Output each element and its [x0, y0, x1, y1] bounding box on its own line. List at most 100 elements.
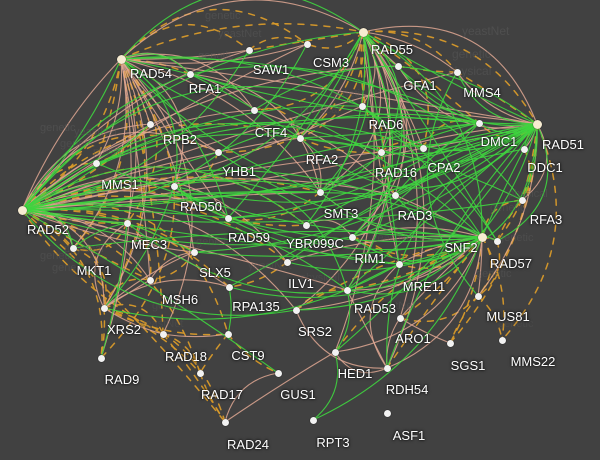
graph-node-mus81[interactable] — [474, 292, 482, 300]
graph-node-rpa135[interactable] — [225, 283, 233, 291]
graph-node-rfa3[interactable] — [518, 196, 526, 204]
edge-predicted — [306, 31, 364, 49]
edge-predicted — [103, 278, 151, 309]
graph-node-csm3[interactable] — [303, 40, 311, 48]
graph-node-rad6[interactable] — [358, 102, 366, 110]
graph-node-ddc1[interactable] — [520, 145, 528, 153]
edge-physical — [295, 123, 538, 311]
graph-node-ybr099c[interactable] — [302, 221, 310, 229]
edge-predicted — [162, 333, 201, 374]
edge-physical — [103, 185, 175, 309]
edge-genetic — [120, 58, 151, 281]
edge-physical — [21, 209, 297, 316]
edge-genetic — [21, 71, 458, 211]
graph-node-mms22[interactable] — [498, 336, 506, 344]
graph-node-rfa2[interactable] — [296, 134, 304, 142]
graph-node-cpa2[interactable] — [419, 144, 427, 152]
graph-node-ilv1[interactable] — [283, 258, 291, 266]
graph-node-rdh54[interactable] — [383, 364, 391, 372]
edge-genetic — [21, 209, 348, 291]
graph-node-saw1[interactable] — [245, 46, 253, 54]
graph-node-rpb2[interactable] — [146, 120, 154, 128]
edge-physical — [95, 116, 480, 164]
edge-physical — [299, 122, 480, 139]
edge-physical — [21, 209, 400, 265]
graph-node-rad9[interactable] — [97, 354, 105, 362]
edge-physical — [100, 222, 128, 359]
edge-genetic — [346, 289, 388, 369]
edge-physical — [193, 236, 483, 257]
graph-node-asf1[interactable] — [383, 409, 391, 417]
graph-node-mms1[interactable] — [92, 159, 100, 167]
edge-physical — [286, 236, 483, 271]
edge-genetic — [120, 0, 364, 60]
edge-physical — [21, 151, 219, 211]
graph-node-snf2[interactable] — [477, 232, 487, 242]
graph-node-msh6[interactable] — [146, 276, 154, 284]
graph-node-rad50[interactable] — [170, 182, 178, 190]
graph-node-rad51[interactable] — [532, 119, 542, 129]
edge-physical — [362, 31, 480, 124]
edge-physical — [21, 122, 382, 211]
edge-genetic — [477, 236, 483, 297]
edge-predicted — [362, 30, 538, 125]
graph-node-gus1[interactable] — [274, 369, 282, 377]
edge-genetic — [21, 209, 105, 309]
graph-node-ctf4[interactable] — [250, 106, 258, 114]
graph-node-gfa1[interactable] — [394, 62, 402, 70]
graph-node-rad57[interactable] — [493, 237, 501, 245]
edge-genetic — [21, 131, 219, 211]
edge-predicted — [120, 23, 250, 60]
edge-physical — [126, 222, 483, 294]
graph-node-rpt3[interactable] — [309, 416, 317, 424]
graph-node-xrs2[interactable] — [100, 304, 108, 312]
graph-node-rad52[interactable] — [17, 205, 27, 215]
edge-physical — [351, 123, 538, 238]
graph-node-smt3[interactable] — [316, 188, 324, 196]
graph-node-mec3[interactable] — [123, 219, 131, 227]
graph-node-dmc1[interactable] — [475, 119, 483, 127]
edge-physical — [227, 286, 232, 335]
graph-node-slx5[interactable] — [190, 248, 198, 256]
graph-node-rad54[interactable] — [116, 54, 126, 64]
edge-physical — [21, 199, 523, 223]
edge-physical — [21, 208, 229, 219]
graph-node-rad53[interactable] — [343, 286, 351, 294]
graph-node-rim1[interactable] — [348, 233, 356, 241]
graph-node-sgs1[interactable] — [446, 339, 454, 347]
graph-node-mkt1[interactable] — [69, 244, 77, 252]
graph-node-rad17[interactable] — [196, 369, 204, 377]
graph-node-cst9[interactable] — [224, 330, 232, 338]
edge-physical — [120, 58, 321, 193]
edge-physical — [72, 230, 483, 249]
graph-node-rad16[interactable] — [377, 148, 385, 156]
edge-genetic — [362, 31, 458, 73]
graph-node-aro1[interactable] — [396, 314, 404, 322]
edge-predicted — [398, 236, 483, 269]
graph-node-yhb1[interactable] — [214, 148, 222, 156]
edge-physical — [228, 236, 483, 299]
graph-node-hed1[interactable] — [331, 348, 339, 356]
graph-node-rad24[interactable] — [221, 418, 229, 426]
edge-physical — [189, 73, 538, 125]
edge-predicted — [120, 8, 308, 60]
edge-predicted — [21, 162, 97, 211]
edge-genetic — [149, 251, 195, 281]
graph-node-rad55[interactable] — [358, 27, 368, 37]
graph-node-rfa1[interactable] — [186, 70, 194, 78]
edge-genetic — [103, 251, 195, 309]
edge-predicted — [227, 191, 321, 221]
graph-node-srs2[interactable] — [292, 306, 300, 314]
edge-physical — [173, 185, 229, 219]
graph-node-rad59[interactable] — [224, 214, 232, 222]
edge-predicted — [501, 123, 558, 341]
graph-node-rad18[interactable] — [159, 330, 167, 338]
edge-predicted — [103, 307, 229, 336]
edge-physical — [173, 185, 400, 265]
graph-node-mms4[interactable] — [453, 68, 461, 76]
graph-node-rad3[interactable] — [391, 191, 399, 199]
edge-predicted — [199, 372, 226, 423]
graph-node-mre11[interactable] — [395, 260, 403, 268]
